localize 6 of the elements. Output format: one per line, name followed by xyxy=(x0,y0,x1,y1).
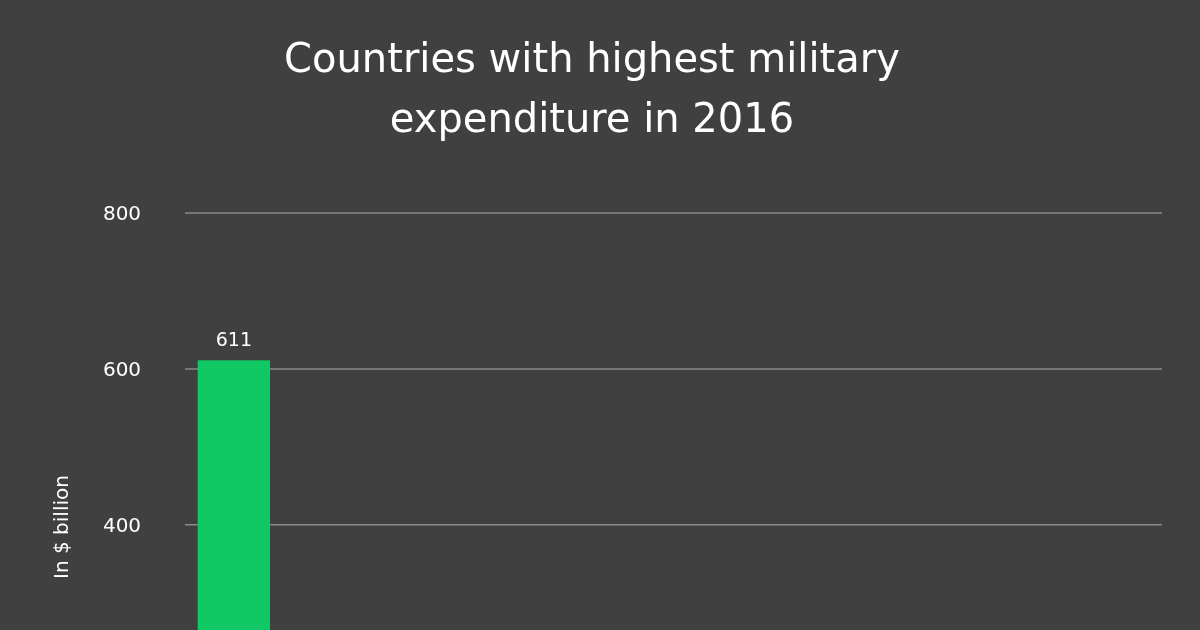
y-tick-label: 400 xyxy=(102,512,142,537)
y-tick-label: 600 xyxy=(102,356,142,381)
y-axis-title: In $ billion xyxy=(49,475,73,579)
chart-title: Countries with highest military expenditure in 2016 xyxy=(284,35,900,141)
data-label: 611 xyxy=(215,328,252,351)
y-tick-label: 800 xyxy=(102,201,142,225)
